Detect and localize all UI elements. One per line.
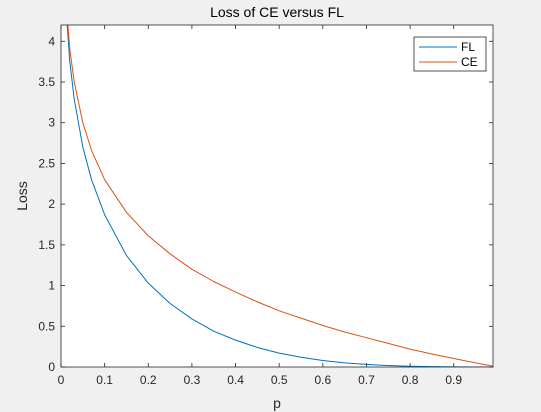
x-tick-label: 0.4 [227,373,244,387]
y-tick-label: 1 [48,279,55,293]
y-tick-label: 4 [48,34,55,48]
series-line-fl [66,25,493,367]
x-tick-label: 0.2 [140,373,157,387]
ticks-layer: 0 0.1 0.2 0.3 0.4 0.5 0.6 0.7 0.8 0.9 0 0.5 1 1.5 2 2.5… [38,25,493,387]
x-tick-label: 0.7 [358,373,375,387]
x-tick-label: 0 [58,373,65,387]
chart-title: Loss of CE versus FL [210,4,344,20]
x-tick-label: 0.5 [271,373,288,387]
legend-box [413,36,487,72]
y-axis-label: Loss [14,181,30,211]
legend-label-ce: CE [461,55,478,69]
legend-label-fl: FL [461,40,475,54]
x-axis-label: p [273,395,281,411]
x-tick-label: 0.1 [96,373,113,387]
x-tick-label: 0.9 [445,373,462,387]
y-tick-label: 0 [48,360,55,374]
x-tick-label: 0.6 [314,373,331,387]
x-tick-label: 0.3 [184,373,201,387]
y-tick-label: 3.5 [38,75,55,89]
y-tick-label: 2 [48,197,55,211]
series-line-ce [67,25,493,367]
plot-area [61,25,493,367]
x-tick-label: 0.8 [402,373,419,387]
y-tick-label: 2.5 [38,156,55,170]
series-layer [66,25,493,367]
y-tick-label: 1.5 [38,238,55,252]
plot-frame [60,24,494,368]
y-tick-label: 3 [48,116,55,130]
y-tick-label: 0.5 [38,319,55,333]
